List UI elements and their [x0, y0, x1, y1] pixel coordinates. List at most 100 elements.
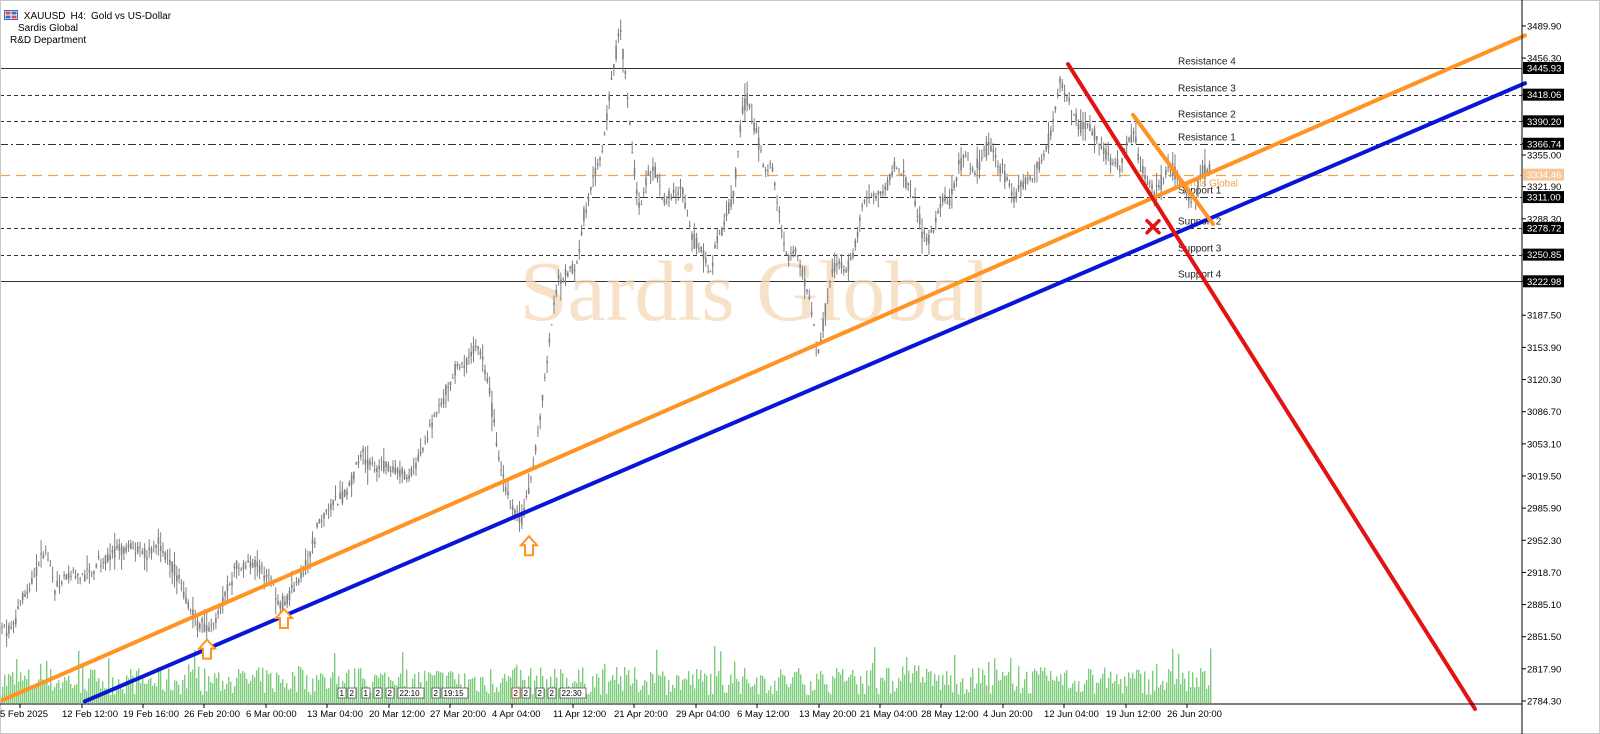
volume-bar	[74, 685, 76, 703]
volume-bar	[1112, 683, 1114, 703]
candle-body	[1070, 111, 1073, 113]
candle-body	[217, 610, 219, 614]
volume-bar	[714, 646, 716, 703]
volume-bar	[1074, 680, 1076, 703]
candle-body	[790, 252, 792, 254]
volume-bar	[624, 667, 626, 703]
y-tick-label: 2952.30	[1527, 536, 1561, 547]
volume-bar	[316, 674, 318, 703]
volume-bar	[360, 668, 362, 703]
candle-body	[109, 555, 111, 560]
volume-bar	[608, 681, 610, 703]
volume-bar	[184, 674, 186, 703]
candle-body	[86, 568, 88, 570]
volume-bar	[1138, 669, 1140, 703]
candle-body	[645, 177, 647, 186]
volume-bar	[838, 672, 840, 703]
volume-bar	[560, 669, 562, 703]
candle-body	[323, 513, 325, 519]
volume-bar	[1106, 687, 1108, 703]
volume-bar	[852, 670, 854, 703]
candle-body	[1045, 146, 1047, 151]
volume-bar	[486, 691, 488, 703]
volume-bar	[1166, 682, 1168, 703]
volume-bar	[1002, 671, 1004, 703]
volume-bar	[1070, 687, 1072, 703]
volume-bar	[886, 668, 888, 703]
volume-bar	[1060, 674, 1062, 703]
volume-bar	[8, 673, 10, 703]
volume-bar	[774, 680, 776, 703]
candle-body	[801, 269, 804, 276]
volume-bar	[846, 680, 848, 703]
candle-body	[1043, 154, 1045, 157]
volume-bar	[228, 676, 230, 703]
volume-bar	[1104, 667, 1106, 703]
candle-body	[615, 45, 617, 60]
candle-body	[208, 626, 210, 632]
volume-bar	[298, 666, 300, 703]
candle-body	[339, 492, 341, 499]
volume-bar	[1040, 667, 1042, 703]
volume-bar	[844, 681, 846, 703]
volume-bar	[600, 694, 602, 703]
candle-body	[355, 462, 357, 465]
volume-bar	[132, 675, 134, 703]
candle-body	[435, 412, 438, 414]
volume-bar	[594, 687, 596, 703]
candle-body	[1130, 134, 1133, 143]
volume-bar	[976, 683, 978, 703]
candle-body	[387, 464, 390, 471]
time-mark-box	[521, 687, 531, 699]
candle-body	[737, 151, 739, 152]
candle-body	[1086, 123, 1089, 125]
volume-bar	[168, 668, 170, 703]
volume-bar	[554, 668, 556, 703]
candle-body	[682, 188, 684, 195]
volume-bar	[506, 681, 508, 703]
volume-bar	[478, 691, 480, 703]
time-mark-label: 2	[376, 689, 381, 698]
volume-bar	[848, 677, 850, 703]
volume-bar	[1152, 670, 1154, 703]
candle-body	[1056, 93, 1059, 96]
candle-body	[279, 602, 282, 609]
volume-bar	[798, 668, 800, 703]
volume-bar	[638, 692, 640, 703]
volume-bar	[108, 658, 110, 703]
price-tag-box	[1523, 137, 1564, 150]
candle-body	[54, 590, 56, 595]
candle-body	[912, 196, 914, 198]
time-mark-box	[547, 687, 557, 699]
candle-body	[677, 192, 679, 195]
volume-bar	[92, 670, 94, 703]
candle-body	[905, 177, 907, 188]
candle-body	[113, 547, 116, 558]
candle-body	[1091, 131, 1093, 136]
volume-bar	[496, 687, 498, 703]
volume-bar	[1126, 686, 1128, 703]
volume-bar	[30, 685, 32, 703]
candle-body	[560, 279, 562, 285]
volume-bar	[336, 683, 338, 703]
volume-bar	[1038, 674, 1040, 703]
candle-body	[702, 250, 705, 260]
candle-body	[408, 475, 410, 479]
candle-body	[401, 468, 403, 474]
volume-bar	[720, 651, 722, 703]
candle-body	[316, 523, 318, 528]
candle-body	[624, 71, 627, 74]
candle-body	[164, 552, 167, 560]
volume-bar	[646, 681, 648, 703]
candle-body	[341, 490, 344, 504]
volume-bar	[598, 677, 600, 703]
candle-body	[985, 141, 988, 158]
volume-bar	[1148, 679, 1150, 703]
candle-body	[1148, 181, 1151, 184]
volume-bar	[980, 683, 982, 703]
candle-body	[463, 365, 466, 369]
candle-body	[668, 190, 670, 199]
volume-bar	[602, 669, 604, 703]
candle-body	[19, 600, 22, 602]
